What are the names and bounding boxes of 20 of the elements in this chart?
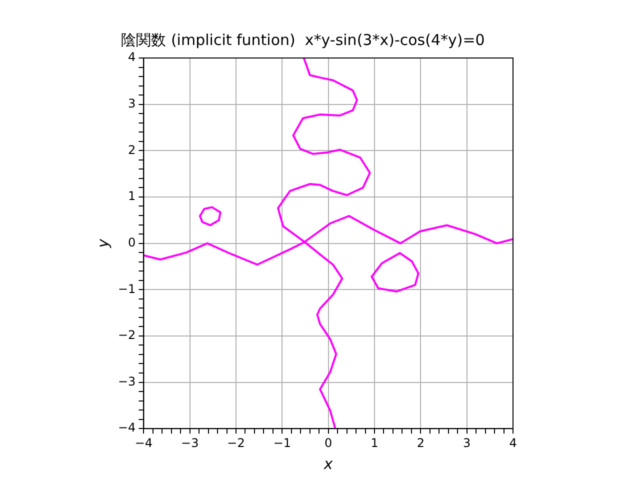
chart-title: 陰関数 (implicit funtion) x*y-sin(3*x)-cos(4*y)=0	[121, 30, 485, 49]
x-tick-label: 4	[509, 436, 517, 450]
y-tick-label: −4	[118, 420, 136, 435]
y-tick-label: −2	[118, 328, 136, 342]
x-tick-label: 0	[324, 436, 332, 450]
y-tick-label: 4	[128, 50, 136, 64]
y-tick-label: −3	[118, 374, 136, 388]
x-tick-label: 1	[370, 436, 378, 450]
x-tick-label: −2	[227, 436, 245, 450]
y-tick-label: −1	[118, 282, 136, 296]
y-tick-label: 0	[128, 235, 136, 250]
y-tick-label: 1	[128, 189, 136, 204]
y-tick-label: 2	[128, 142, 136, 157]
x-axis-title: x	[322, 454, 333, 473]
x-tick-label: −3	[181, 436, 199, 450]
y-tick-label: 3	[128, 96, 136, 110]
y-axis-title: y	[94, 238, 112, 249]
x-tick-label: 3	[463, 436, 471, 450]
x-tick-label: −1	[273, 436, 292, 450]
x-tick-label: 2	[416, 436, 424, 450]
